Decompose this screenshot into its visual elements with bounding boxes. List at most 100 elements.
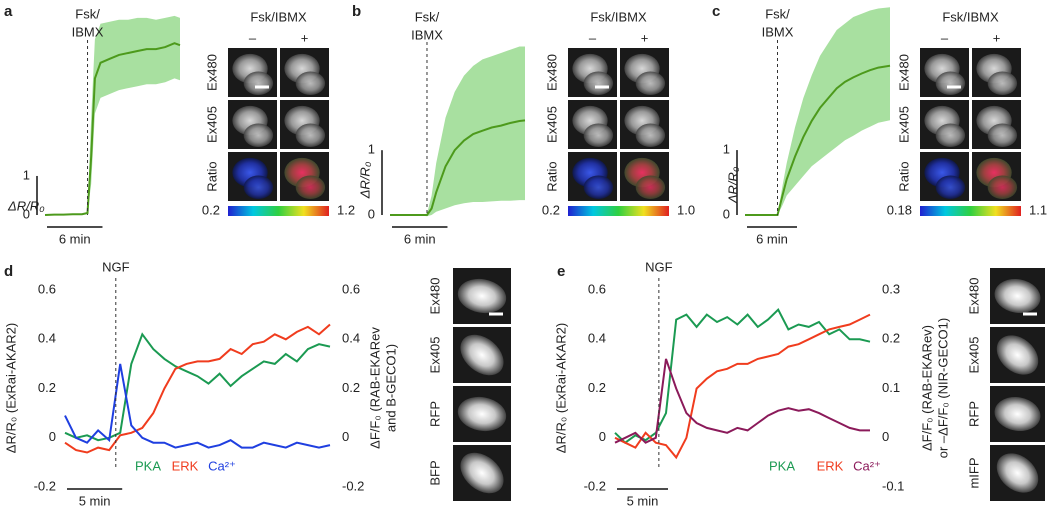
series-line xyxy=(64,363,331,449)
row-label: Ex480 xyxy=(544,54,559,91)
row-label: Ex405 xyxy=(204,106,219,143)
column-label: + xyxy=(993,30,1001,45)
row-label: Ratio xyxy=(204,161,219,191)
micrographs: Fsk/IBMX – + Ex480 Ex405 Ratio 0.2 1.2 xyxy=(202,9,355,217)
annotation: IBMX xyxy=(762,24,794,39)
y-tick-label: 0 xyxy=(368,206,375,221)
error-band xyxy=(390,46,525,217)
y2-axis-label: ΔF/F₀ (RAB-EKARev xyxy=(367,327,382,449)
row-label: Ratio xyxy=(896,161,911,191)
y2-tick-label: 0.1 xyxy=(882,380,900,395)
y-axis-label: ΔR/R₀ (ExRai-AKAR2) xyxy=(3,323,18,453)
colorbar-label: 0.2 xyxy=(202,202,220,217)
y2-tick-label: 0.4 xyxy=(342,331,360,346)
colorbar-label: 1.2 xyxy=(337,202,355,217)
cell xyxy=(935,71,966,96)
y2-axis-label: and B-GECO1) xyxy=(383,344,398,432)
y-axis-label: ΔR/R₀ xyxy=(7,198,45,213)
panel-letter: a xyxy=(4,3,13,20)
y-tick-label: 0 xyxy=(23,206,30,221)
image-title: Fsk/IBMX xyxy=(250,9,307,24)
cell xyxy=(583,123,614,148)
legend-label: ERK xyxy=(172,458,199,473)
cell xyxy=(635,175,666,200)
colorbar xyxy=(920,206,1021,216)
mean-line xyxy=(390,119,526,216)
y-tick-label: 0.2 xyxy=(38,380,56,395)
colorbar xyxy=(228,206,329,216)
row-label: Ex480 xyxy=(204,54,219,91)
cell xyxy=(987,71,1018,96)
row-label: Ex405 xyxy=(966,337,981,374)
colorbar-label: 1.0 xyxy=(677,202,695,217)
panel-letter: d xyxy=(4,263,13,280)
cell xyxy=(295,175,326,200)
legend-label: ERK xyxy=(817,458,844,473)
y2-tick-label: -0.1 xyxy=(882,478,904,493)
colorbar-label: 0.2 xyxy=(542,202,560,217)
column-label: – xyxy=(249,30,257,45)
annotation: NGF xyxy=(102,259,130,274)
y-axis-label: ΔR/R₀ (ExRai-AKAR2) xyxy=(553,323,568,453)
cell xyxy=(994,278,1041,314)
micrographs: Fsk/IBMX – + Ex480 Ex405 Ratio 0.2 1.0 xyxy=(542,9,695,217)
y2-tick-label: 0.2 xyxy=(882,331,900,346)
annotation: IBMX xyxy=(72,24,104,39)
mean-line xyxy=(745,64,891,216)
x-scale-label: 5 min xyxy=(627,493,659,507)
x-scale-label: 6 min xyxy=(756,231,788,246)
row-label: Ex405 xyxy=(427,337,442,374)
colorbar-label: 1.1 xyxy=(1029,202,1047,217)
y2-tick-label: 0 xyxy=(882,429,889,444)
y-tick-label: -0.2 xyxy=(584,478,606,493)
cell xyxy=(583,71,614,96)
y-tick-label: 0.2 xyxy=(588,380,606,395)
legend-label: Ca²⁺ xyxy=(208,458,236,473)
y-axis-label: ΔR/R₀ xyxy=(725,166,740,204)
x-scale-label: 6 min xyxy=(404,231,436,246)
cell xyxy=(987,175,1018,200)
cell xyxy=(583,175,614,200)
cell xyxy=(996,335,1039,375)
column-label: – xyxy=(941,30,949,45)
column-label: + xyxy=(301,30,309,45)
row-label: BFP xyxy=(427,460,442,485)
cell xyxy=(994,396,1041,432)
micrographs: Fsk/IBMX – + Ex480 Ex405 Ratio 0.18 1.1 xyxy=(887,9,1047,217)
row-label: RFP xyxy=(966,401,981,427)
y-tick-label: 0 xyxy=(599,429,606,444)
row-label: Ex480 xyxy=(427,278,442,315)
panel-letter: c xyxy=(712,3,720,20)
cell xyxy=(635,71,666,96)
row-label: Ratio xyxy=(544,161,559,191)
annotation: NGF xyxy=(645,259,673,274)
cell xyxy=(243,175,274,200)
annotation: IBMX xyxy=(411,27,443,42)
cell xyxy=(243,123,274,148)
row-label: RFP xyxy=(427,401,442,427)
y-tick-label: 0.6 xyxy=(588,281,606,296)
series-line xyxy=(614,313,871,460)
y-axis-label: ΔR/R₀ xyxy=(357,161,372,199)
cell xyxy=(295,123,326,148)
image-title: Fsk/IBMX xyxy=(942,9,999,24)
annotation: Fsk/ xyxy=(75,6,100,21)
cell xyxy=(635,123,666,148)
cell xyxy=(996,453,1039,493)
error-band xyxy=(45,15,180,216)
series-line xyxy=(64,323,331,454)
y-tick-label: -0.2 xyxy=(34,478,56,493)
annotation: Fsk/ xyxy=(765,6,790,21)
cell xyxy=(457,278,507,314)
row-label: Ex480 xyxy=(966,278,981,315)
column-label: + xyxy=(641,30,649,45)
legend-label: Ca²⁺ xyxy=(853,458,881,473)
colorbar xyxy=(568,206,669,216)
y2-tick-label: 0.2 xyxy=(342,380,360,395)
y-tick-label: 0 xyxy=(49,429,56,444)
image-title: Fsk/IBMX xyxy=(590,9,647,24)
mean-line xyxy=(44,42,181,216)
cell xyxy=(457,396,507,432)
micrographs: Ex480 Ex405 RFP mIFP xyxy=(966,268,1045,501)
